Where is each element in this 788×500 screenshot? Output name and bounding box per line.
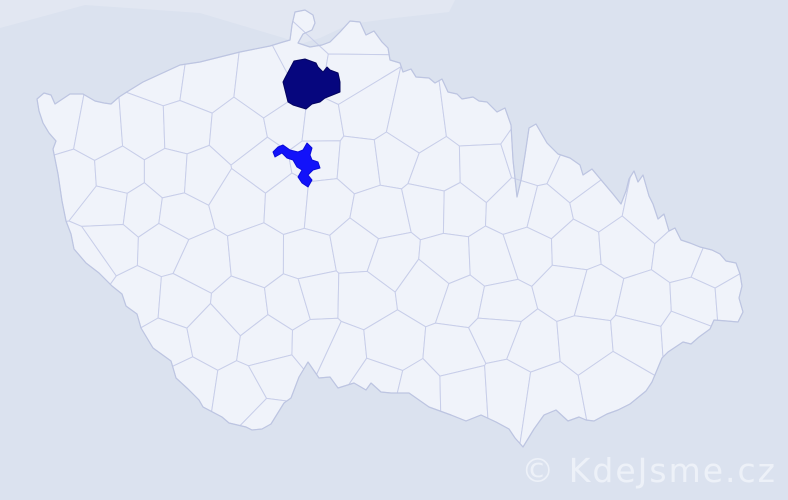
district-cell[interactable]: [282, 227, 337, 280]
neighbor-land: [0, 0, 455, 44]
neighbor-regions: [0, 0, 455, 44]
district-highlight-bright[interactable]: [272, 142, 321, 188]
highlighted-districts: [272, 58, 341, 188]
country-border: [36, 9, 744, 448]
district-highlight-dark[interactable]: [282, 58, 341, 110]
country-outline: [36, 9, 744, 448]
watermark-text: © KdeJsme.cz: [521, 451, 777, 490]
